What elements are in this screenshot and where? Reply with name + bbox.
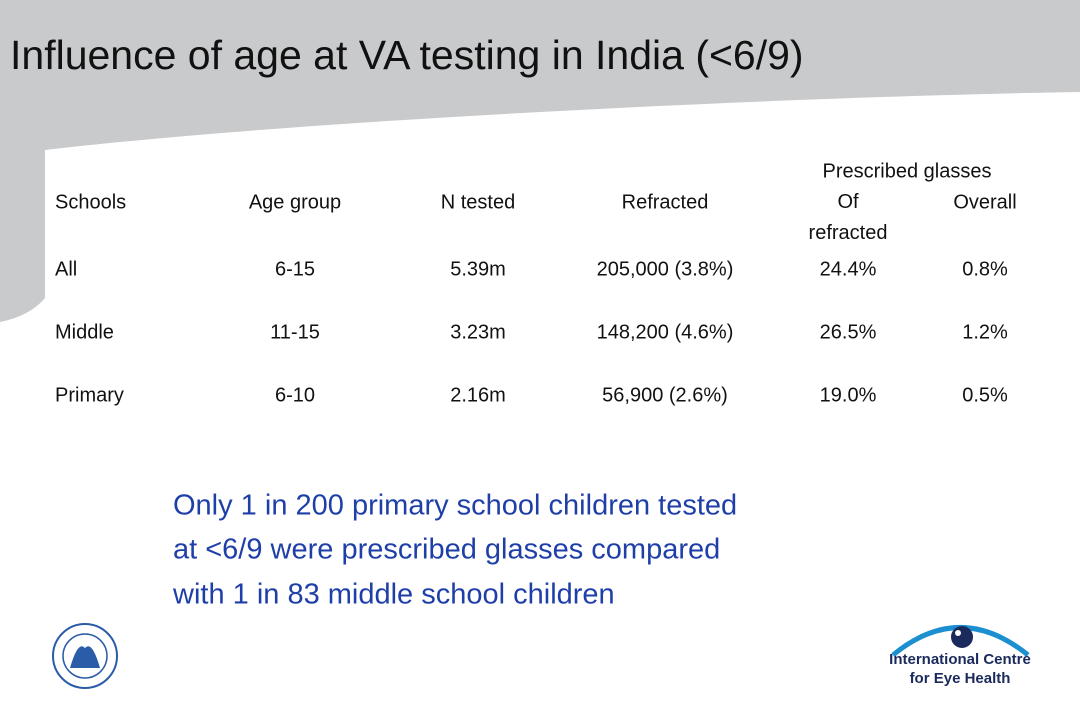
column-header: Schools: [55, 191, 126, 213]
iceh-logo: International Centre for Eye Health: [889, 625, 1031, 687]
column-header: Age group: [249, 191, 341, 213]
table-cell: Primary: [55, 384, 124, 406]
slide-title: Influence of age at VA testing in India …: [10, 32, 804, 78]
table-cell: 19.0%: [820, 384, 877, 406]
group-header: Prescribed glasses: [823, 160, 992, 182]
table-cell: 6-10: [275, 384, 315, 406]
column-header: N tested: [441, 191, 515, 213]
table-cell: 56,900 (2.6%): [602, 384, 728, 406]
table-cell: Middle: [55, 321, 114, 343]
table-cell: 1.2%: [962, 321, 1008, 343]
note-line: with 1 in 83 middle school children: [172, 579, 615, 611]
table-cell: 24.4%: [820, 258, 877, 280]
column-header: Overall: [953, 191, 1016, 213]
column-header: Of refracted: [809, 191, 888, 244]
table-cell: 2.16m: [450, 384, 506, 406]
note: Only 1 in 200 primary school children te…: [172, 490, 737, 611]
table-cell: 5.39m: [450, 258, 506, 280]
note-line: at <6/9 were prescribed glasses compared: [173, 534, 720, 566]
lshtm-logo: [52, 623, 118, 689]
logo-text: International Centre: [889, 651, 1031, 668]
logo-text: for Eye Health: [910, 670, 1011, 687]
table-cell: All: [55, 258, 77, 280]
table: Schools Age group N tested Refracted Of refra…: [55, 191, 1017, 406]
table-cell: 11-15: [270, 321, 320, 343]
table-cell: 0.5%: [962, 384, 1008, 406]
table-cell: 205,000 (3.8%): [597, 258, 734, 280]
table-cell: 3.23m: [450, 321, 506, 343]
table-cell: 0.8%: [962, 258, 1008, 280]
table-cell: 148,200 (4.6%): [597, 321, 734, 343]
column-header: Refracted: [622, 191, 709, 213]
table-cell: 6-15: [275, 258, 315, 280]
table-cell: 26.5%: [820, 321, 877, 343]
header-swoosh: [0, 0, 1080, 322]
note-line: Only 1 in 200 primary school children te…: [173, 490, 737, 522]
